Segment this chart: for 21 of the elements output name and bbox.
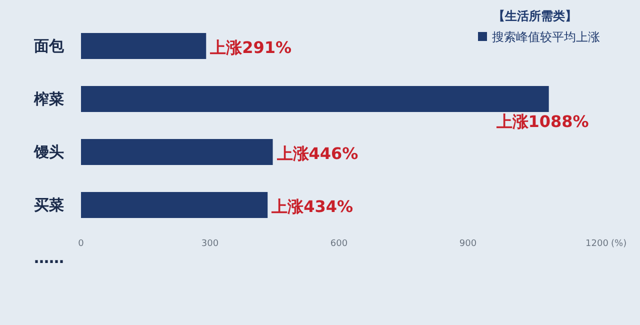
x-tick-label: 0	[78, 239, 84, 249]
bar	[81, 33, 206, 59]
data-label: 上涨1088%	[495, 112, 589, 131]
data-label: 上涨446%	[276, 144, 358, 163]
legend-label: 搜索峰值较平均上涨	[492, 30, 600, 44]
x-tick-label: 300	[201, 239, 219, 249]
bar	[81, 86, 549, 112]
x-tick-label: 900	[459, 239, 477, 249]
bar	[81, 139, 273, 165]
y-tick-label: 榨菜	[33, 90, 64, 108]
y-tick-label: 馒头	[33, 143, 64, 161]
x-tick-label: 600	[330, 239, 348, 249]
data-label: 上涨291%	[209, 38, 292, 57]
x-axis-title: (%)	[611, 239, 627, 249]
x-tick-label: 1200	[586, 239, 609, 249]
data-label: 上涨434%	[270, 197, 354, 216]
y-tick-label: ……	[34, 249, 64, 267]
y-tick-label: 买菜	[34, 196, 64, 214]
y-tick-label: 面包	[33, 37, 65, 55]
bar	[81, 192, 268, 218]
chart-title: 【生活所需类】	[493, 9, 577, 23]
